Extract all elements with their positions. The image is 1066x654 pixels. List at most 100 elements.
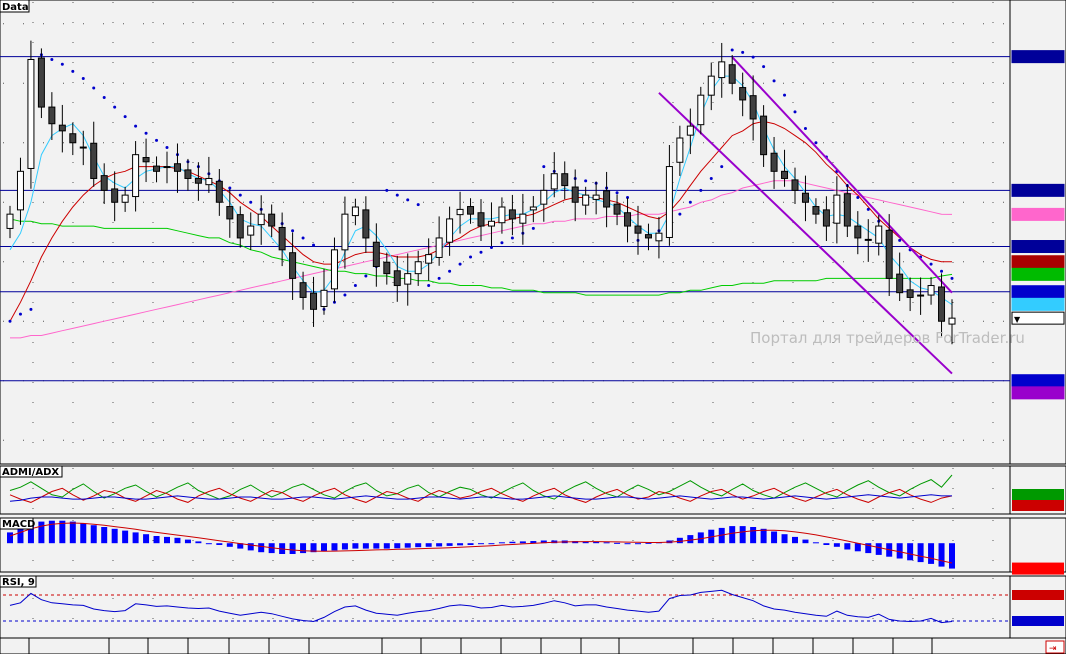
- macd-bar: [300, 543, 307, 554]
- channel-lower-line: [658, 92, 953, 375]
- sar-point: [531, 226, 535, 230]
- candle-body: [665, 166, 673, 238]
- candle-body: [781, 170, 789, 179]
- candle-body: [938, 286, 946, 322]
- candle-body: [917, 294, 925, 297]
- sar-point: [626, 195, 630, 199]
- candle-body: [634, 225, 642, 234]
- sar-point: [29, 307, 33, 311]
- macd-bar: [739, 526, 746, 544]
- macd-bar: [153, 536, 160, 544]
- candle-body: [142, 157, 150, 163]
- adx-line: [9, 494, 952, 502]
- macd-bar: [792, 536, 798, 544]
- macd-bar: [907, 543, 914, 561]
- candle-body: [205, 177, 213, 186]
- macd-bar: [760, 528, 767, 544]
- candle-body: [613, 203, 621, 215]
- panel-frame-rsi: [0, 575, 1066, 639]
- macd-bar: [90, 525, 97, 544]
- macd-bar: [446, 543, 453, 546]
- macd-bar: [7, 532, 13, 544]
- macd-bar: [321, 543, 327, 552]
- macd-bar: [373, 543, 380, 549]
- last-price-marker-icon: ▼: [1014, 315, 1021, 324]
- sar-point: [950, 276, 954, 280]
- sar-point: [741, 50, 745, 54]
- macd-bar: [928, 543, 935, 564]
- candle-body: [487, 220, 495, 227]
- sar-point: [898, 238, 902, 242]
- macd-bar: [823, 543, 830, 545]
- sar-point: [929, 262, 933, 266]
- macd-bar: [478, 543, 484, 545]
- sar-point: [81, 77, 85, 81]
- candle-body: [278, 226, 286, 251]
- candle-body: [686, 125, 694, 136]
- macd-bar: [341, 543, 348, 550]
- sar-point: [238, 193, 242, 197]
- macd-bar: [635, 543, 641, 545]
- candle-body: [519, 213, 527, 224]
- macd-bar: [258, 543, 265, 553]
- macd-bar: [802, 539, 809, 544]
- macd-bar: [17, 527, 24, 544]
- rsi-panel-title-box: [0, 575, 37, 588]
- macd-bar: [352, 543, 359, 549]
- sar-point: [783, 93, 787, 97]
- candle-body: [697, 94, 705, 126]
- candle-body: [100, 175, 108, 191]
- candle-body: [571, 186, 579, 203]
- sar-point: [123, 115, 127, 119]
- admi-value-badge: [1012, 489, 1064, 500]
- macd-bar: [80, 523, 87, 544]
- candle-body: [760, 115, 768, 156]
- candle-body: [948, 317, 956, 325]
- macd-bar: [111, 528, 118, 544]
- sar-point: [301, 236, 305, 240]
- sar-point: [8, 319, 12, 323]
- candle-body: [864, 238, 872, 241]
- macd-bar: [530, 541, 537, 544]
- candle-body: [132, 154, 140, 198]
- rsi-level-badge: [1012, 590, 1064, 600]
- macd-bar: [519, 541, 526, 544]
- macd-bar: [833, 543, 840, 547]
- panel-toggle-button[interactable]: [1045, 640, 1065, 654]
- candle-body: [16, 170, 24, 211]
- sar-point: [510, 236, 514, 240]
- sma-slow-line: [9, 218, 953, 296]
- candle-body: [561, 173, 569, 187]
- macd-bar: [844, 543, 851, 550]
- sar-point: [458, 262, 462, 266]
- macd-bar: [750, 527, 757, 544]
- sar-point: [500, 241, 504, 245]
- macd-bar: [467, 543, 474, 545]
- macd-bar: [687, 535, 694, 544]
- candle-body: [184, 169, 192, 179]
- candle-body: [540, 189, 548, 205]
- candle-body: [896, 273, 904, 294]
- adx-minus-di-line: [9, 487, 953, 503]
- sar-point: [542, 165, 546, 169]
- sar-point: [364, 274, 368, 278]
- candle-body: [801, 192, 809, 203]
- macd-bar: [676, 537, 683, 544]
- macd-bar: [394, 543, 401, 549]
- macd-bar: [645, 542, 652, 544]
- macd-bar: [614, 542, 621, 544]
- sar-point: [427, 284, 431, 288]
- macd-bar: [729, 526, 736, 544]
- candle-body: [79, 146, 87, 149]
- macd-value-badge: [1012, 562, 1064, 575]
- macd-bar: [875, 543, 882, 555]
- candle-body: [624, 212, 632, 227]
- adx-plus-di-line: [9, 474, 953, 500]
- candle-body: [456, 208, 464, 216]
- candle-body: [163, 166, 171, 169]
- sar-point: [772, 79, 776, 83]
- macd-bar: [132, 532, 139, 544]
- sar-point: [134, 124, 138, 128]
- macd-bar: [854, 543, 861, 552]
